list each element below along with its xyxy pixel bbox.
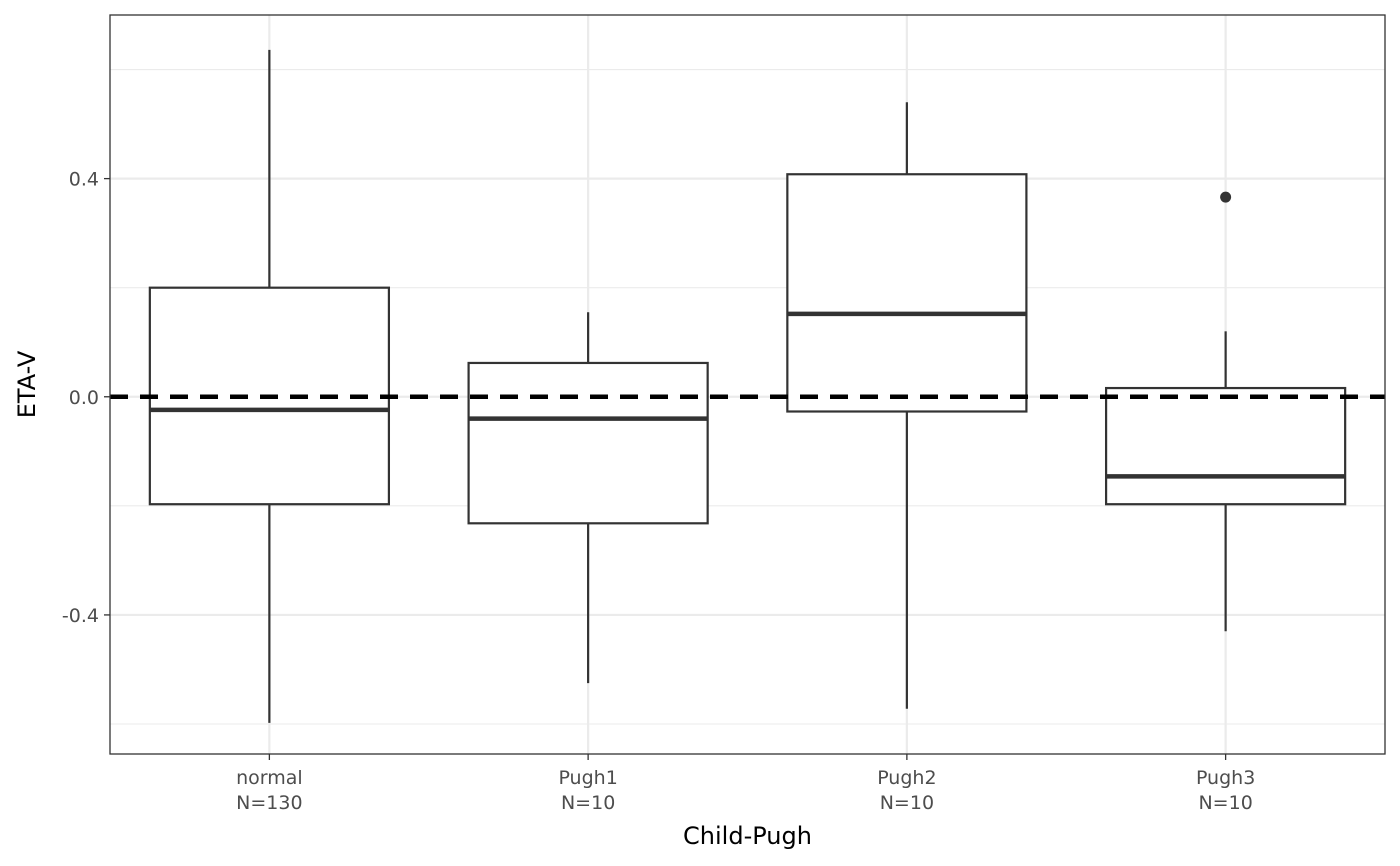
x-tick-label-count: N=10 <box>1198 792 1252 814</box>
boxplot-pugh1 <box>467 312 709 684</box>
y-axis-title: ETA-V <box>13 350 41 418</box>
outlier-point <box>1220 191 1232 203</box>
box-iqr <box>467 361 709 525</box>
box-iqr <box>1104 386 1347 506</box>
x-tick-label-count: N=10 <box>880 792 934 814</box>
boxplot-pugh2 <box>786 102 1028 709</box>
y-tick-label: 0.4 <box>69 169 99 191</box>
x-axis-title: Child-Pugh <box>683 822 812 850</box>
boxplot-pugh3 <box>1104 191 1347 632</box>
x-tick-label-count: N=10 <box>561 792 615 814</box>
y-tick-label: -0.4 <box>62 605 99 627</box>
panel-border <box>109 14 1386 755</box>
x-tick-label-count: N=130 <box>236 792 302 814</box>
x-tick-label-category: Pugh1 <box>558 767 617 789</box>
x-tick-label-category: normal <box>236 767 303 789</box>
x-tick-label-category: Pugh2 <box>877 767 936 789</box>
axis-ticks: -0.4 0.0 0.4 normal N=130 Pugh1 N=10 Pugh2 N=10 P… <box>62 169 1255 814</box>
y-tick-label: 0.0 <box>69 387 99 409</box>
box-iqr <box>786 173 1028 413</box>
x-tick-label-category: Pugh3 <box>1196 767 1255 789</box>
